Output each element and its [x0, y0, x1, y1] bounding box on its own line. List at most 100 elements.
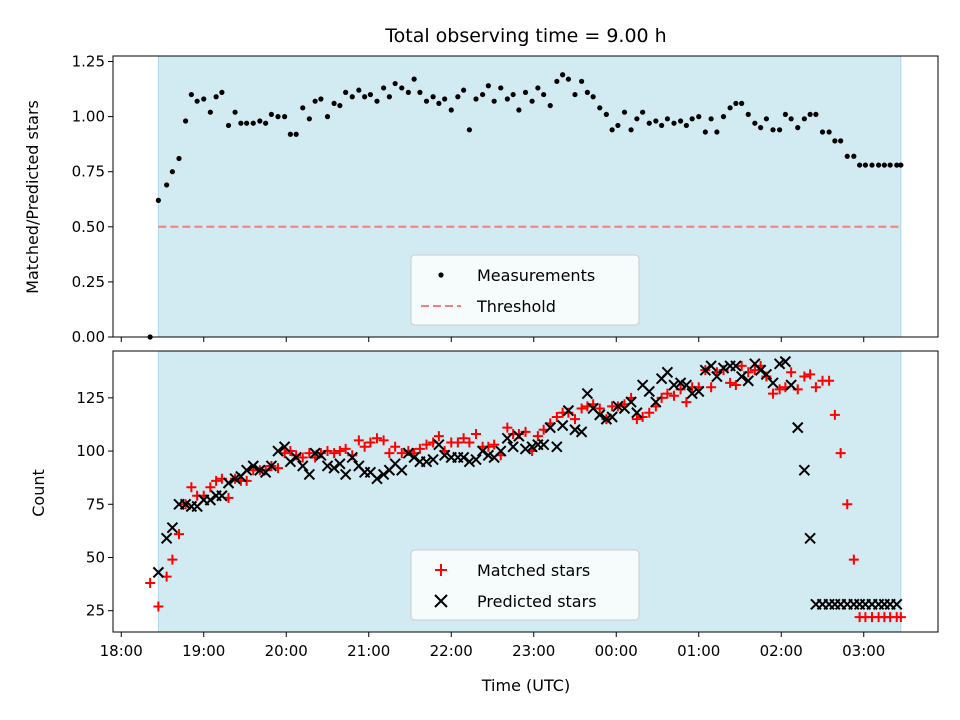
measurement-point	[263, 120, 269, 126]
predicted-star-point	[166, 521, 179, 534]
measurement-point	[480, 91, 486, 98]
measurement-point	[448, 107, 454, 113]
matched-star-point	[774, 384, 785, 395]
predicted-star-point	[438, 449, 451, 462]
measurement-point	[188, 91, 194, 98]
measurement-point	[646, 120, 652, 126]
measurement-point	[702, 129, 708, 135]
measurement-point	[590, 94, 596, 100]
predicted-star-point	[693, 385, 705, 398]
predicted-star-point	[265, 460, 278, 472]
measurement-point	[876, 162, 882, 168]
predicted-star-point	[792, 421, 804, 434]
predicted-star-point	[804, 532, 816, 545]
matched-star-point	[489, 439, 500, 450]
predicted-star-point	[569, 424, 581, 436]
predicted-star-point	[216, 490, 228, 502]
predicted-star-point	[339, 468, 352, 481]
measurement-point	[565, 76, 572, 82]
measurement-point	[782, 111, 788, 118]
measurement-point	[282, 114, 288, 120]
measurement-point	[615, 122, 621, 129]
matched-star-point	[297, 452, 308, 463]
measurement-point	[664, 116, 671, 122]
measurement-point	[356, 87, 362, 93]
matched-star-point	[848, 554, 859, 565]
matched-star-point	[637, 411, 648, 422]
y-axis-label-count: Count	[29, 469, 48, 517]
measurement-point	[405, 89, 411, 95]
matched-star-point	[768, 388, 778, 399]
measurement-point	[491, 98, 497, 104]
measurement-point	[579, 78, 585, 84]
matched-star-point	[656, 392, 667, 403]
x-tick: 22:00	[430, 632, 473, 660]
predicted-star-point	[408, 451, 420, 464]
measurement-point	[529, 98, 535, 104]
predicted-star-point	[699, 364, 712, 376]
legend: Matched stars Predicted stars	[410, 549, 640, 621]
matched-star-point	[594, 403, 605, 414]
predicted-star-point	[420, 455, 433, 468]
measurement-point	[826, 129, 832, 135]
measurement-point	[498, 85, 504, 91]
measurement-point	[671, 120, 677, 126]
predicted-star-point	[785, 379, 797, 391]
measurement-point	[881, 162, 887, 168]
measurement-point	[522, 89, 529, 95]
predicted-star-point	[537, 438, 550, 451]
measurement-point	[455, 94, 461, 100]
measurement-point	[819, 129, 826, 135]
y-tick-label: 1.00	[72, 108, 105, 126]
x-tick-label: 01:00	[677, 642, 720, 660]
predicted-star-point	[612, 400, 624, 413]
predicted-star-point	[501, 432, 514, 444]
y-tick-label: 0.75	[72, 163, 105, 181]
matched-star-point	[631, 414, 642, 425]
measurement-point	[331, 100, 337, 106]
measurement-point	[844, 153, 850, 159]
predicted-star-point	[711, 370, 723, 383]
measurement-point	[659, 122, 665, 129]
predicted-star-point	[754, 364, 767, 376]
measurement-point	[554, 78, 560, 84]
matched-star-point	[835, 448, 846, 459]
measurement-point	[268, 111, 274, 118]
predicted-star-point	[303, 468, 316, 481]
y-tick-label: 1.25	[72, 53, 105, 71]
matched-star-point	[786, 367, 797, 378]
matched-star-point	[353, 435, 364, 446]
predicted-star-point	[668, 379, 680, 391]
matched-star-point	[502, 422, 513, 433]
measurement-point	[225, 122, 232, 129]
y-tick-label: 75	[86, 495, 105, 513]
matched-star-point	[452, 437, 463, 448]
axes-frame	[112, 55, 939, 338]
legend: Measurements Threshold	[410, 254, 640, 326]
measurement-point	[461, 87, 467, 93]
measurement-point	[770, 127, 776, 133]
y-tick: 0.50	[72, 218, 113, 236]
measurement-point	[287, 131, 293, 137]
measurement-point	[603, 111, 609, 118]
measurement-point	[894, 162, 900, 168]
measurement-point	[714, 129, 720, 135]
predicted-star-point	[321, 460, 334, 472]
predicted-star-point	[625, 396, 637, 408]
predicted-star-point	[650, 396, 662, 408]
legend-x-swatch	[434, 594, 448, 608]
predicted-star-point	[272, 445, 284, 457]
matched-star-point	[730, 380, 741, 391]
measurement-point	[417, 89, 423, 95]
matched-star-point	[414, 443, 425, 454]
predicted-star-point	[606, 411, 618, 423]
predicted-star-point	[328, 462, 340, 474]
predicted-star-point	[247, 460, 259, 472]
predicted-star-point	[290, 451, 302, 464]
measurement-point	[609, 127, 615, 133]
predicted-star-point	[470, 453, 482, 466]
measurement-point	[164, 182, 170, 188]
measurement-point	[430, 94, 436, 100]
predicted-star-point	[556, 419, 569, 432]
predicted-star-point	[513, 430, 525, 442]
